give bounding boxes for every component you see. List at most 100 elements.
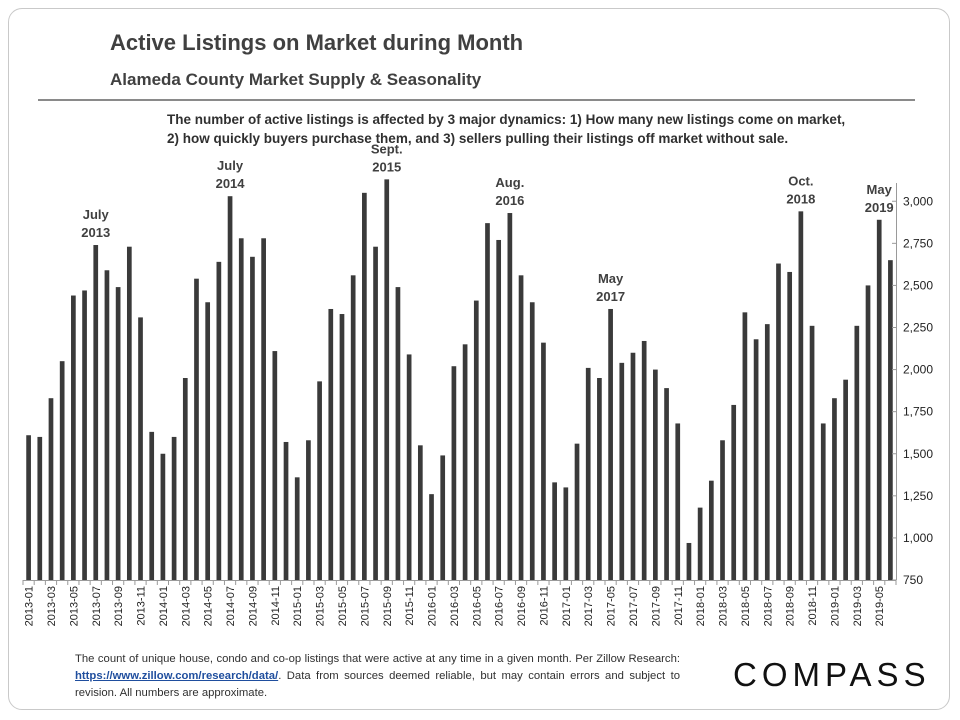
x-tick-label: 2014-09	[247, 586, 259, 626]
annotation-label: Oct.	[788, 173, 813, 188]
bars-group	[26, 179, 893, 580]
x-tick-label: 2015-11	[404, 586, 416, 626]
x-tick-label: 2014-03	[180, 586, 192, 626]
x-tick-label: 2018-11	[807, 586, 819, 626]
bar-2016-03	[451, 366, 457, 580]
bar-2016-01	[429, 494, 434, 580]
bar-2013-10	[126, 246, 132, 580]
bar-2014-04	[194, 278, 199, 580]
bar-2017-12	[686, 542, 692, 580]
bar-2014-06	[216, 261, 222, 580]
bar-2018-12	[820, 423, 826, 580]
bar-2019-04	[865, 285, 871, 580]
annotation-label: 2017	[596, 289, 625, 304]
bar-2014-07	[227, 196, 233, 580]
x-tick-label: 2014-07	[225, 586, 237, 626]
y-tick-label: 2,000	[903, 363, 933, 377]
bar-2016-02	[440, 455, 446, 580]
bar-2018-09	[787, 271, 793, 580]
bar-2019-01	[832, 398, 837, 580]
annotation-label: 2015	[372, 159, 401, 174]
x-tick-label: 2016-05	[471, 586, 483, 626]
bar-2013-09	[115, 287, 121, 580]
x-tick-label: 2016-01	[427, 586, 439, 626]
bar-2017-05	[608, 308, 613, 580]
bar-2013-03	[48, 398, 54, 580]
annotation-label: 2016	[495, 193, 524, 208]
bar-2013-08	[104, 270, 110, 580]
x-tick-label: 2014-01	[158, 586, 170, 626]
bar-2015-10	[395, 287, 401, 580]
chart-frame	[8, 8, 950, 710]
annotation-label: May	[867, 182, 893, 197]
x-tick-label: 2017-01	[561, 586, 573, 626]
y-tick-label: 2,500	[903, 278, 933, 292]
bar-2014-08	[238, 238, 244, 580]
bar-2018-11	[809, 325, 815, 580]
bar-2019-06	[888, 260, 893, 580]
bar-2015-08	[373, 246, 378, 580]
title-divider	[38, 99, 915, 101]
bar-2016-09	[518, 275, 524, 580]
bar-2015-04	[328, 308, 334, 580]
annotation-label: 2013	[81, 225, 110, 240]
bar-2019-03	[854, 325, 860, 580]
bar-2018-03	[720, 440, 725, 580]
x-tick-label: 2015-01	[292, 586, 304, 626]
x-tick-label: 2019-05	[874, 586, 886, 626]
x-tick-label: 2013-09	[113, 586, 125, 626]
bar-2018-04	[731, 404, 737, 580]
peak-annotations: July 2013 July 2014 Sept. 2015 Aug. 2016 May 2017…	[81, 141, 893, 304]
x-tick-label: 2015-03	[315, 586, 327, 626]
bar-2015-05	[339, 314, 345, 580]
bar-2016-07	[496, 239, 502, 580]
x-axis: 2013-01 2013-03 2013-05 2013-07 2013-09 2013-…	[22, 580, 897, 626]
annotation-label: 2018	[786, 191, 815, 206]
x-tick-label: 2014-05	[203, 586, 215, 626]
bar-2017-11	[675, 423, 681, 580]
x-tick-label: 2018-01	[695, 586, 707, 626]
bar-chart: 2013-01 2013-03 2013-05 2013-07 2013-09 2013-…	[22, 141, 933, 626]
explanatory-note: The number of active listings is affecte…	[167, 110, 887, 148]
x-tick-label: 2017-09	[650, 586, 662, 626]
x-tick-label: 2018-09	[785, 586, 797, 626]
bar-2017-02	[574, 443, 580, 580]
bar-2017-10	[664, 388, 669, 580]
x-tick-label: 2018-05	[740, 586, 752, 626]
bar-2014-12	[283, 441, 289, 580]
bar-2013-01	[26, 435, 31, 580]
y-tick-label: 3,000	[903, 194, 933, 208]
x-tick-label: 2017-07	[628, 586, 640, 626]
annotation-label: Sept.	[371, 141, 403, 156]
bar-2013-06	[82, 290, 87, 580]
bar-2017-04	[597, 378, 602, 580]
bar-2019-05	[876, 219, 882, 580]
bar-2016-05	[473, 300, 479, 580]
bar-2016-04	[462, 344, 468, 580]
source-footnote: The count of unique house, condo and co-…	[75, 651, 680, 702]
footnote-text-1: The count of unique house, condo and co-…	[75, 653, 680, 665]
bar-2018-02	[708, 480, 714, 580]
bar-2014-03	[182, 378, 188, 580]
x-tick-label: 2019-01	[829, 586, 841, 626]
bar-2016-12	[552, 482, 557, 580]
x-tick-label: 2015-09	[382, 586, 394, 626]
bar-2017-08	[641, 340, 647, 580]
compass-logo: COMPASS	[733, 656, 931, 693]
note-line-2: 2) how quickly buyers purchase them, and…	[167, 131, 789, 146]
annotation-label: July	[83, 207, 110, 222]
x-tick-label: 2015-05	[337, 586, 349, 626]
bar-2014-10	[261, 238, 266, 580]
bar-2013-12	[149, 431, 155, 580]
y-tick-label: 1,750	[903, 405, 933, 419]
bar-2015-11	[406, 354, 412, 580]
bar-2018-08	[776, 263, 781, 580]
chart-title: Active Listings on Market during Month	[110, 30, 524, 55]
y-tick-label: 1,000	[903, 531, 933, 545]
bar-2015-12	[417, 445, 423, 580]
x-tick-label: 2015-07	[359, 586, 371, 626]
annotation-label: May	[598, 271, 624, 286]
x-tick-label: 2014-11	[270, 586, 282, 626]
zillow-research-link[interactable]: https://www.zillow.com/research/data/	[75, 670, 279, 682]
chart-subtitle: Alameda County Market Supply & Seasonali…	[110, 70, 482, 89]
